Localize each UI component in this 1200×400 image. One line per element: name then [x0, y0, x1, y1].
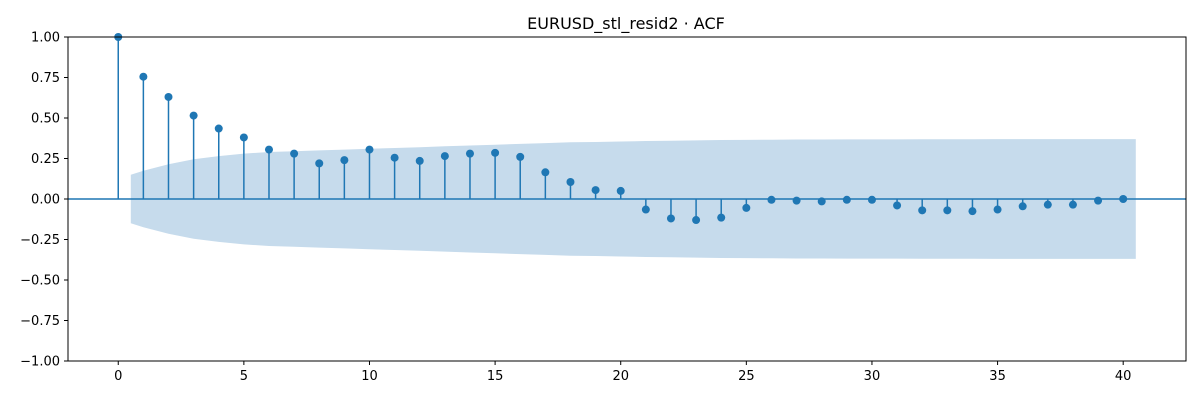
y-tick-label: 0.00 [31, 193, 60, 208]
acf-point-lag-38 [1068, 200, 1077, 209]
acf-point-lag-24 [717, 213, 726, 222]
acf-point-lag-21 [641, 205, 650, 214]
x-tick-label: 20 [612, 369, 629, 384]
acf-point-lag-32 [918, 206, 927, 215]
x-tick-label: 35 [989, 369, 1006, 384]
acf-point-lag-35 [993, 205, 1002, 214]
acf-point-lag-31 [893, 201, 902, 210]
acf-point-lag-16 [516, 152, 525, 161]
x-tick-label: 10 [361, 369, 378, 384]
y-axis: −1.00 −0.75 −0.50 −0.25 0.00 0.25 0.50 0.75 1.00 [20, 31, 68, 370]
acf-point-lag-29 [842, 195, 851, 204]
acf-point-lag-39 [1094, 196, 1103, 205]
acf-point-lag-2 [164, 92, 173, 101]
acf-point-lag-40 [1119, 195, 1128, 203]
y-tick-label: −0.25 [20, 233, 60, 248]
acf-point-lag-20 [616, 186, 625, 195]
acf-point-lag-22 [666, 214, 675, 223]
y-tick-label: −0.50 [20, 274, 60, 289]
acf-point-lag-1 [139, 72, 148, 81]
x-axis: 0 5 10 15 20 25 30 35 40 [114, 361, 1131, 384]
chart-title: EURUSD_stl_resid2 · ACF [527, 14, 725, 34]
acf-point-lag-18 [566, 177, 575, 186]
x-tick-label: 0 [114, 369, 122, 384]
acf-point-lag-26 [767, 195, 776, 204]
y-tick-label: 0.25 [31, 152, 60, 167]
acf-point-lag-8 [315, 159, 324, 168]
marker-layer [114, 33, 1128, 225]
acf-point-lag-17 [541, 168, 550, 177]
acf-point-lag-3 [189, 111, 198, 120]
acf-point-lag-11 [390, 153, 399, 162]
x-tick-label: 40 [1115, 369, 1132, 384]
stem-layer [117, 37, 1099, 221]
acf-point-lag-19 [591, 186, 600, 195]
acf-point-lag-10 [365, 145, 374, 154]
y-tick-label: 1.00 [31, 31, 60, 46]
y-tick-label: −1.00 [20, 355, 60, 370]
acf-point-lag-6 [264, 145, 273, 154]
x-tick-label: 5 [240, 369, 248, 384]
y-tick-label: 0.75 [31, 71, 60, 86]
acf-point-lag-30 [867, 195, 876, 204]
acf-point-lag-27 [792, 196, 801, 205]
x-tick-label: 30 [864, 369, 881, 384]
acf-point-lag-9 [340, 156, 349, 165]
y-tick-label: −0.75 [20, 314, 60, 329]
acf-point-lag-13 [440, 152, 449, 161]
acf-point-lag-15 [491, 148, 500, 157]
acf-point-lag-25 [742, 203, 751, 212]
x-tick-label: 25 [738, 369, 755, 384]
acf-point-lag-4 [214, 124, 223, 133]
acf-point-lag-37 [1043, 200, 1052, 209]
x-tick-label: 15 [487, 369, 504, 384]
acf-point-lag-14 [465, 149, 474, 158]
acf-point-lag-33 [943, 206, 952, 215]
acf-point-lag-34 [968, 207, 977, 216]
acf-point-lag-5 [239, 133, 248, 142]
acf-point-lag-36 [1018, 202, 1027, 211]
y-tick-label: 0.50 [31, 112, 60, 127]
acf-point-lag-7 [290, 149, 299, 158]
acf-point-lag-12 [415, 156, 424, 165]
acf-point-lag-28 [817, 197, 826, 206]
acf-point-lag-23 [692, 216, 701, 225]
